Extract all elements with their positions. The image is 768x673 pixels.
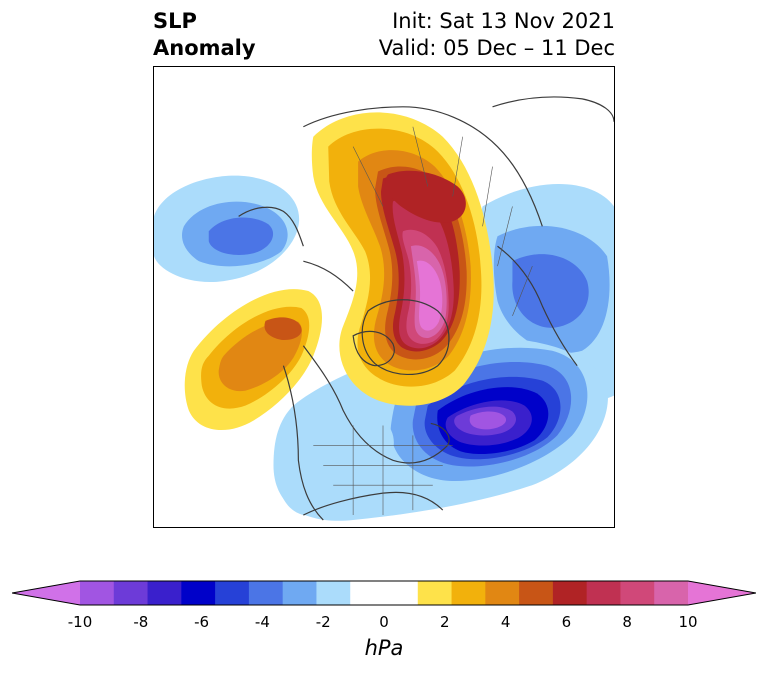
- colorbar-segment: [552, 581, 588, 605]
- colorbar-segment: [519, 581, 554, 605]
- colorbar-segment: [620, 581, 655, 605]
- colorbar-tick-label: 2: [440, 613, 450, 631]
- colorbar-tick-label: 0: [379, 613, 389, 631]
- anomaly-barents-lobe: [385, 170, 466, 223]
- colorbar-svg: [12, 580, 756, 606]
- colorbar-segment: [113, 581, 149, 605]
- colorbar-tick-label: -4: [254, 613, 270, 631]
- colorbar-segment: [80, 581, 115, 605]
- colorbar-tick-label: -10: [67, 613, 93, 631]
- colorbar-extend-min: [12, 581, 80, 605]
- colorbar-segment: [654, 581, 689, 605]
- title-line-1: SLP: [153, 9, 197, 33]
- colorbar-segment: [451, 581, 486, 605]
- init-date: Init: Sat 13 Nov 2021: [392, 9, 615, 33]
- colorbar-segment: [586, 581, 621, 605]
- anomaly-atlantic-core: [469, 411, 507, 430]
- colorbar-segment: [316, 581, 351, 605]
- colorbar-segment: [384, 581, 419, 605]
- map-title: SLP Anomaly: [153, 8, 256, 62]
- colorbar-segment: [147, 581, 182, 605]
- anomaly-europe-core: [512, 254, 589, 328]
- coastlines: [238, 96, 614, 521]
- forecast-dates: Init: Sat 13 Nov 2021 Valid: 05 Dec – 11…: [379, 8, 615, 62]
- anomaly-map: [154, 96, 614, 521]
- title-line-2: Anomaly: [153, 36, 256, 60]
- anomaly-pacific-core: [264, 317, 302, 340]
- colorbar-segment: [181, 581, 216, 605]
- colorbar-segment: [215, 581, 250, 605]
- anomaly-us-outer: [277, 401, 394, 516]
- colorbar-tick-label: 6: [561, 613, 572, 631]
- colorbar-segment: [282, 581, 317, 605]
- valid-range: Valid: 05 Dec – 11 Dec: [378, 36, 615, 60]
- colorbar-segment: [485, 581, 520, 605]
- colorbar-tick-label: -8: [133, 613, 149, 631]
- colorbar-segment: [350, 581, 385, 605]
- colorbar-segment: [417, 581, 453, 605]
- colorbar-tick-label: 4: [500, 613, 511, 631]
- colorbar-unit: hPa: [364, 636, 404, 660]
- map-panel: [153, 66, 615, 528]
- colorbar-outline: [12, 580, 756, 606]
- colorbar-tick-label: -6: [194, 613, 210, 631]
- colorbar-tick-label: -2: [315, 613, 331, 631]
- colorbar-tick-label: 10: [678, 613, 698, 631]
- colorbar: [12, 580, 756, 606]
- anomaly-siberia-core: [208, 217, 274, 255]
- colorbar-extend-max: [688, 581, 756, 605]
- borders: [313, 126, 533, 516]
- colorbar-tick-label: 8: [622, 613, 632, 631]
- colorbar-segment: [248, 581, 284, 605]
- anomaly-arctic-core: [416, 260, 443, 331]
